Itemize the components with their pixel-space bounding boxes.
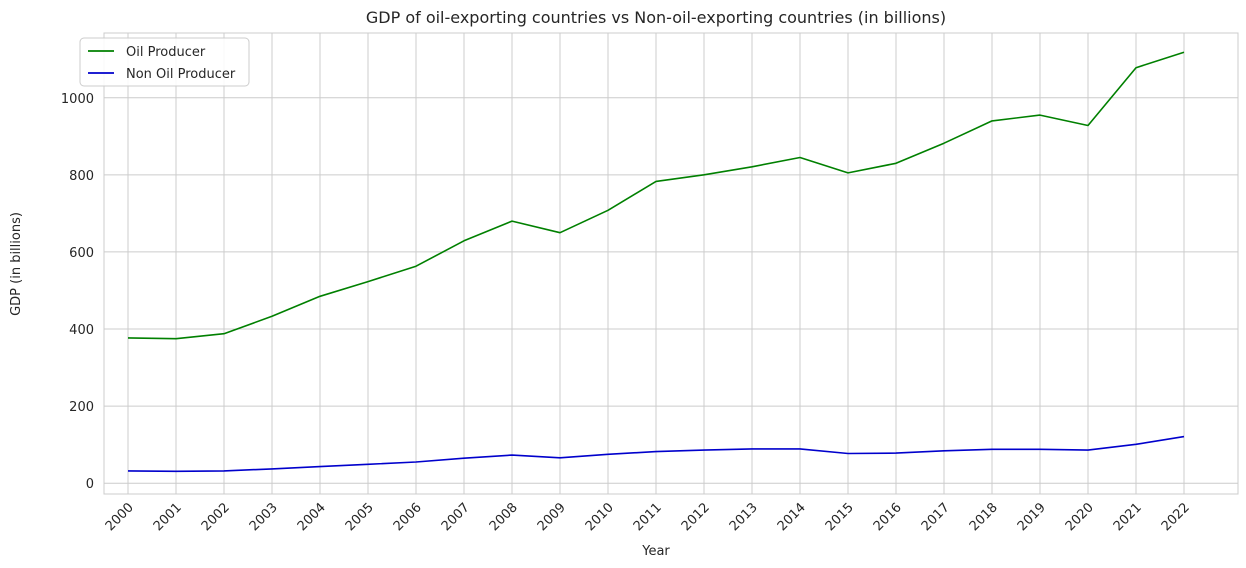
x-tick-label: 2021 xyxy=(1111,500,1145,534)
x-tick-label: 2015 xyxy=(823,500,857,534)
x-tick-label: 2010 xyxy=(583,500,617,534)
legend-box xyxy=(79,37,250,87)
x-tick-label: 2022 xyxy=(1159,500,1193,534)
x-tick-label: 2017 xyxy=(919,500,953,534)
x-tick-label: 2007 xyxy=(439,500,473,534)
legend-label: Oil Producer xyxy=(126,45,206,60)
legend-label: Non Oil Producer xyxy=(126,67,236,82)
y-tick-label: 0 xyxy=(86,477,94,492)
grid-layer xyxy=(104,33,1238,494)
x-tick-label: 2006 xyxy=(391,500,425,534)
plot-frame xyxy=(103,32,1239,495)
x-tick-label: 2001 xyxy=(151,500,185,534)
x-tick-label: 2014 xyxy=(775,500,809,534)
tick-layer: 2000 2001 2002 2003 2004 2005 2006 2007 2008 2009… xyxy=(61,92,1193,534)
y-tick-label: 400 xyxy=(69,323,94,338)
x-tick-label: 2016 xyxy=(871,500,905,534)
legend: Oil Producer Non Oil Producer xyxy=(79,37,250,87)
y-tick-label: 800 xyxy=(69,169,94,184)
y-axis-label: GDP (in billions) xyxy=(9,212,24,316)
series-line-oil-producer xyxy=(127,51,1185,340)
x-tick-label: 2011 xyxy=(631,500,665,534)
x-tick-label: 2000 xyxy=(103,500,137,534)
chart-title: GDP of oil-exporting countries vs Non-oi… xyxy=(366,8,946,27)
x-tick-label: 2002 xyxy=(199,500,233,534)
x-tick-label: 2005 xyxy=(343,500,377,534)
x-axis-label: Year xyxy=(641,544,670,559)
y-tick-label: 200 xyxy=(69,400,94,415)
x-tick-label: 2019 xyxy=(1015,500,1049,534)
x-tick-label: 2004 xyxy=(295,500,329,534)
x-tick-label: 2013 xyxy=(727,500,761,534)
x-tick-label: 2018 xyxy=(967,500,1001,534)
x-tick-label: 2003 xyxy=(247,500,281,534)
x-tick-label: 2008 xyxy=(487,500,521,534)
x-tick-label: 2009 xyxy=(535,500,569,534)
x-tick-label: 2020 xyxy=(1063,500,1097,534)
series-layer xyxy=(127,51,1185,473)
y-tick-label: 600 xyxy=(69,246,94,261)
y-tick-label: 1000 xyxy=(61,92,94,107)
series-line-non-oil-producer xyxy=(127,435,1185,473)
x-tick-label: 2012 xyxy=(679,500,713,534)
